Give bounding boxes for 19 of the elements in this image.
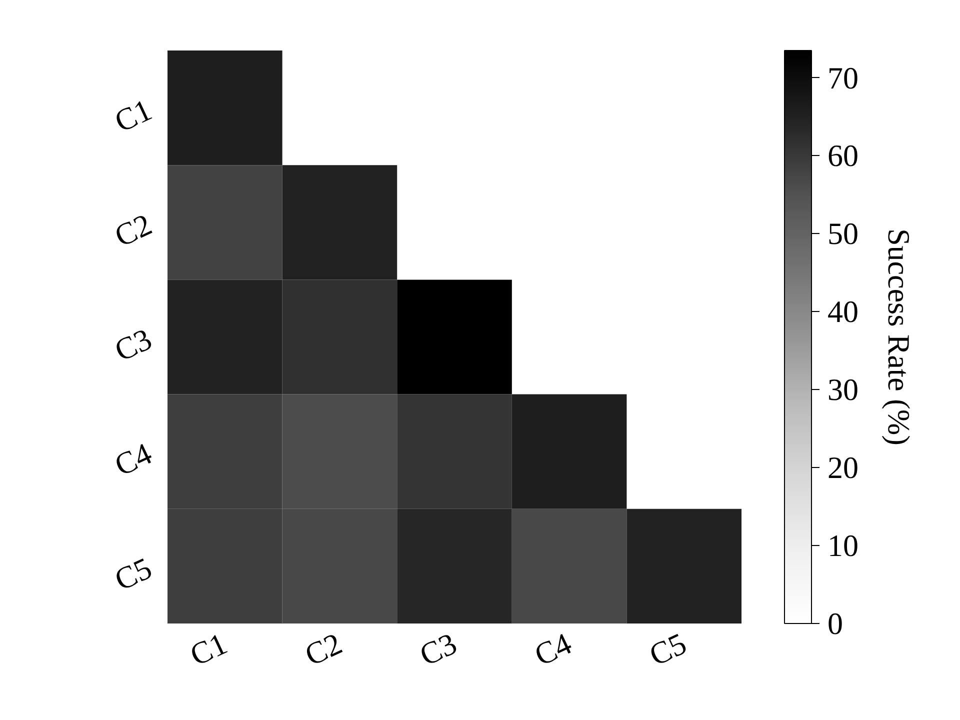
color-bar-label: 0 — [828, 606, 843, 641]
y-tick-label: C2 — [109, 206, 157, 254]
x-tick-label: C2 — [300, 626, 348, 673]
x-tick-label: C5 — [644, 626, 692, 673]
x-tick-label: C4 — [529, 625, 578, 673]
x-tick-label: C3 — [414, 626, 462, 673]
y-tick-label: C3 — [109, 321, 157, 368]
color-bar-label: 60 — [828, 138, 858, 174]
y-tick-label: C1 — [109, 92, 157, 139]
color-bar-title: Success Rate (%) — [882, 228, 916, 446]
color-bar-label: 40 — [828, 294, 858, 330]
color-bar-label: 10 — [828, 528, 858, 564]
color-bar-label: 50 — [828, 216, 858, 252]
color-bar-label: 30 — [828, 372, 858, 408]
color-bar-label: 70 — [828, 60, 858, 96]
color-bar-label: 20 — [828, 450, 858, 486]
y-tick-label: C4 — [109, 436, 158, 483]
y-tick-label: C5 — [109, 550, 157, 598]
x-tick-label: C1 — [184, 626, 232, 673]
